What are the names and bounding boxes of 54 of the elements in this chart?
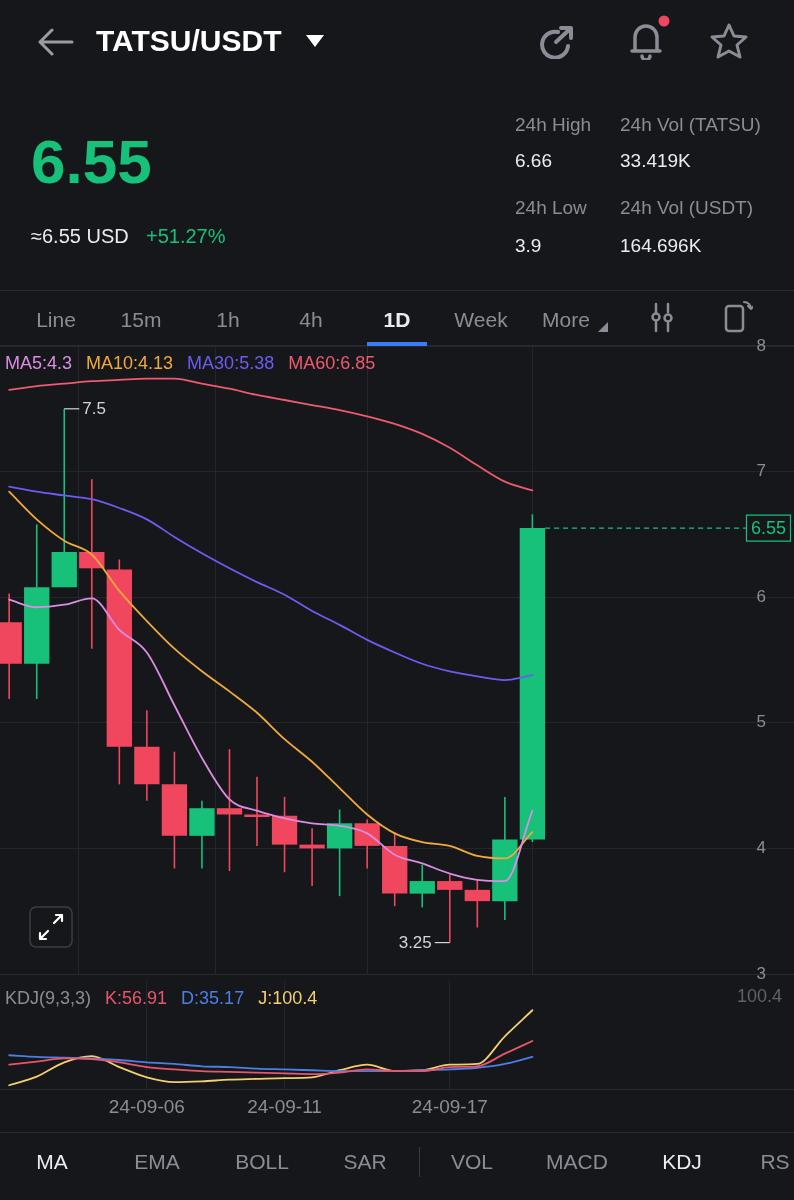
text: 4h <box>299 308 323 331</box>
x-tick-label: 24-09-17 <box>411 1095 488 1117</box>
y-tick-label: 5 <box>756 712 766 732</box>
text: 6.55 <box>31 127 152 196</box>
text: VOL <box>450 1150 494 1173</box>
text: More <box>542 308 590 331</box>
line-series <box>8 490 534 860</box>
text: MACD <box>546 1150 608 1173</box>
text: 3.9 <box>515 235 542 256</box>
text: EMA <box>134 1150 180 1173</box>
text: 15m <box>120 308 162 331</box>
text: MA30:5.38 <box>187 353 275 373</box>
text: RS <box>760 1150 790 1173</box>
ref-line-label: 6.55 <box>750 518 787 539</box>
candlestick <box>244 776 270 847</box>
text: Line <box>36 308 76 331</box>
text: 164.696K <box>620 235 702 256</box>
x-tick-label: 24-09-11 <box>247 1095 322 1117</box>
y-tick-label: 6 <box>756 586 766 606</box>
y-tick-label: 3 <box>756 963 766 983</box>
text: J:100.4 <box>258 988 318 1008</box>
text: BOLL <box>235 1150 289 1173</box>
text: D:35.17 <box>181 988 245 1008</box>
line-series <box>8 485 534 681</box>
text: 1D <box>383 308 411 331</box>
text: 6.66 <box>515 150 552 171</box>
text: 100.4 <box>736 986 782 1006</box>
text: K:56.91 <box>105 988 168 1008</box>
legend-title: KDJ(9,3,3) <box>5 988 92 1008</box>
text: 33.419K <box>620 150 691 171</box>
text: MA10:4.13 <box>86 353 174 373</box>
text: MA5:4.3 <box>5 353 73 373</box>
text: +51.27% <box>146 225 226 247</box>
text: TATSU/USDT <box>96 24 282 57</box>
text: MA <box>36 1150 68 1173</box>
text: KDJ <box>662 1150 702 1173</box>
series-label: MA60:6.85 <box>288 353 376 373</box>
text: SAR <box>343 1150 387 1173</box>
annotation: 7.5 <box>82 399 106 419</box>
y-tick-label: 7 <box>756 461 766 481</box>
y-tick-label: 8 <box>756 335 766 355</box>
text: 24h Vol (USDT) <box>620 197 754 218</box>
candlestick <box>216 748 243 872</box>
text: ≈6.55 USD <box>31 225 129 247</box>
text: 24h Low <box>515 197 587 218</box>
annotation: 3.25 <box>398 933 432 953</box>
text: 1h <box>216 308 240 331</box>
line-series <box>8 597 534 882</box>
x-tick-label: 24-09-06 <box>108 1095 185 1117</box>
text: 24h Vol (TATSU) <box>620 114 761 135</box>
line-series <box>8 377 534 492</box>
text: 24h High <box>515 114 592 135</box>
y-tick-label: 4 <box>756 838 766 858</box>
text: Week <box>454 308 508 331</box>
